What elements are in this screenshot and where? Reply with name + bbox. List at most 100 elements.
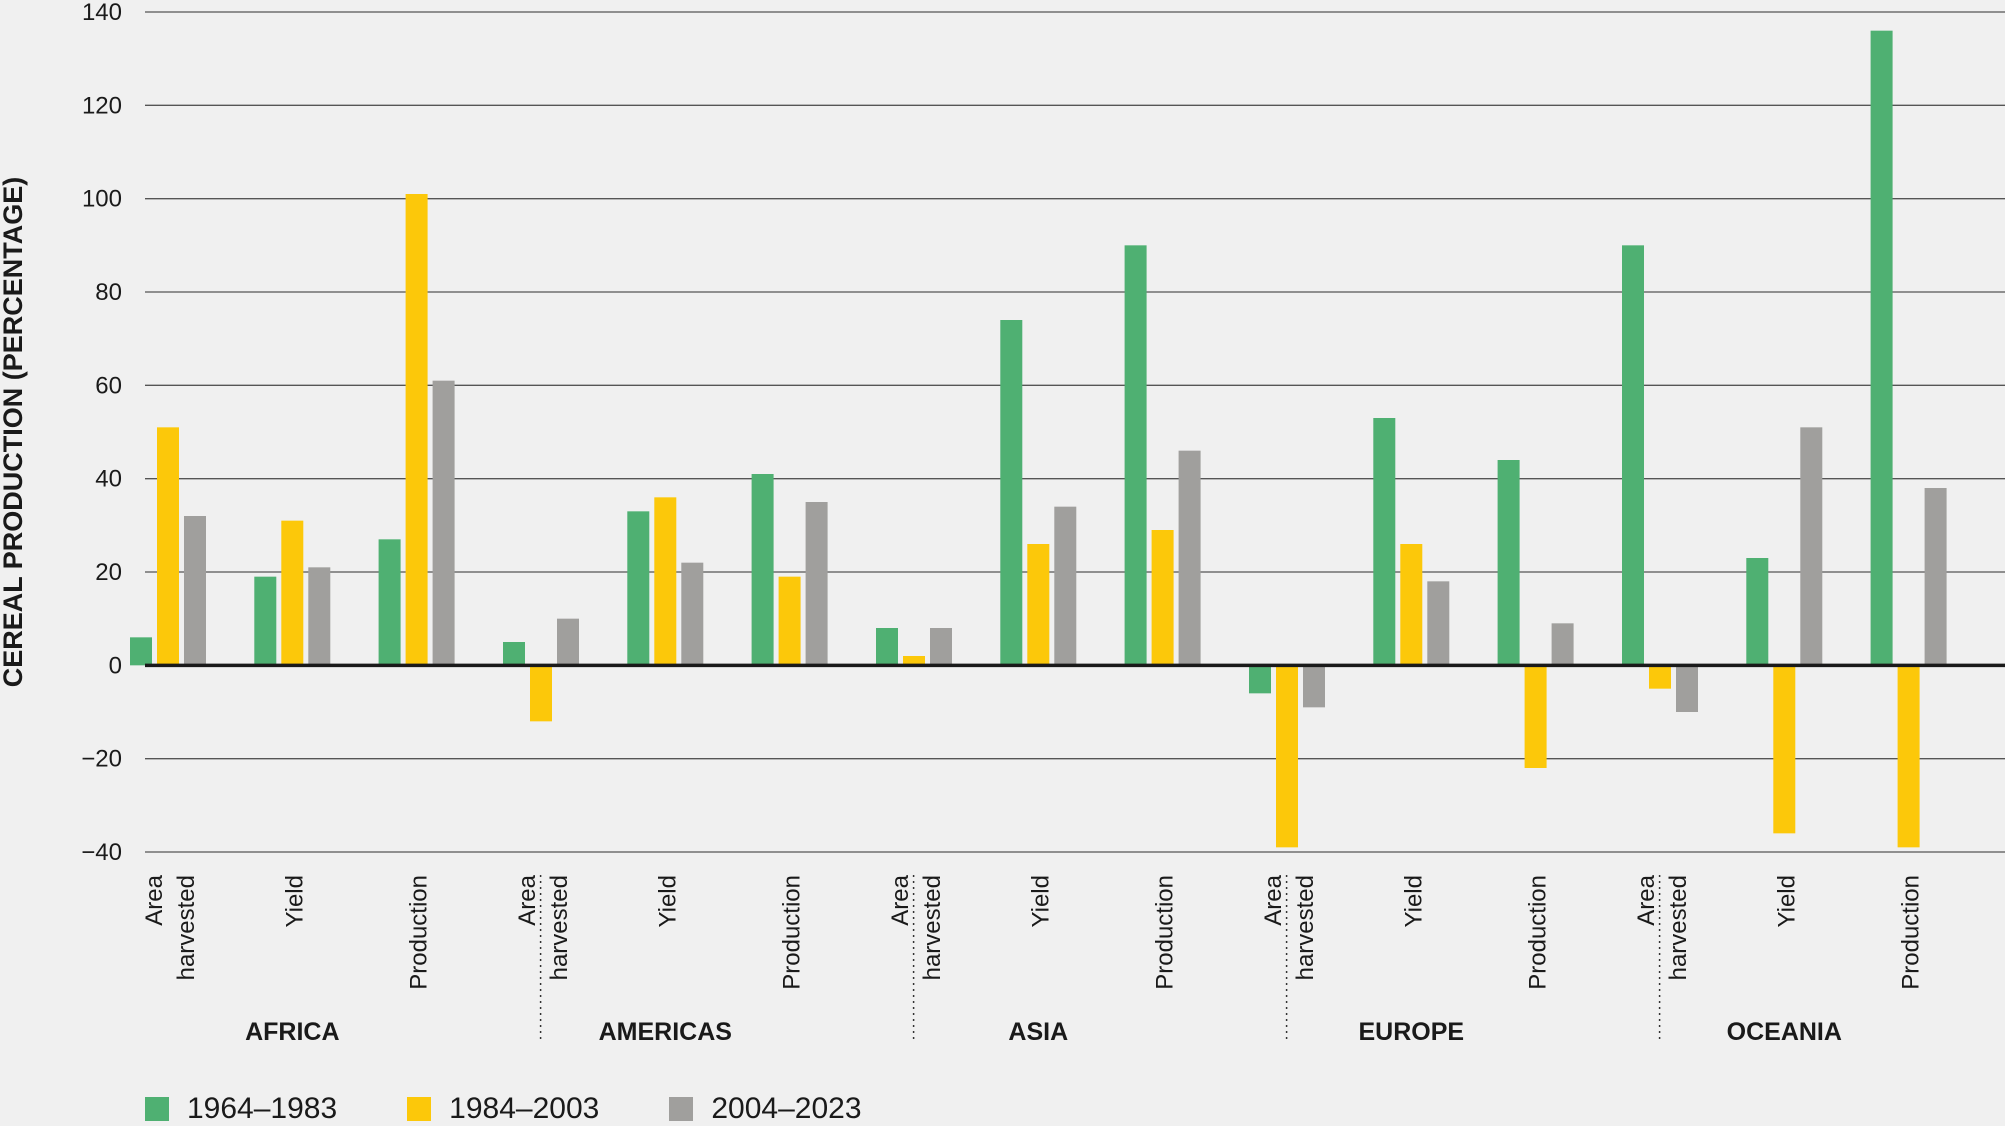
- x-category-label: Area harvested: [141, 874, 200, 980]
- bar-europe-yield-1984-2003: [1400, 544, 1423, 666]
- y-tick-label: 120: [82, 92, 122, 119]
- y-tick-label: 40: [95, 466, 122, 493]
- y-tick-label: −20: [81, 746, 122, 773]
- bar-americas-yield-1984-2003: [654, 497, 677, 666]
- bar-oceania-yield-2004-2023: [1800, 427, 1823, 666]
- category-label-line: Production: [406, 875, 433, 990]
- bar-asia-yield-1964-1983: [1000, 320, 1023, 666]
- category-label-line: harvested: [919, 875, 946, 980]
- legend-swatch-2004-2023: [669, 1097, 694, 1121]
- category-label-line: Yield: [1027, 875, 1054, 927]
- legend-item-1984-2003: 1984–2003: [407, 1092, 599, 1126]
- category-label-line: Production: [779, 875, 806, 990]
- bar-americas-production-1984-2003: [778, 576, 801, 666]
- bar-americas-area-harvested-1984-2003: [530, 665, 552, 722]
- x-category-label: Yield: [1400, 875, 1427, 927]
- y-tick-label: 100: [82, 186, 122, 213]
- bar-asia-area-harvested-1984-2003: [903, 656, 925, 666]
- bar-oceania-yield-1984-2003: [1773, 665, 1796, 834]
- x-category-label: Area harvested: [1260, 874, 1319, 980]
- region-label-africa: AFRICA: [245, 1018, 339, 1046]
- x-category-label: Area harvested: [1633, 874, 1692, 980]
- category-label-line: Area: [1260, 874, 1287, 925]
- legend-label-1964-1983: 1964–1983: [187, 1092, 338, 1125]
- bar-oceania-area-harvested-1964-1983: [1622, 245, 1644, 666]
- x-category-label: Area harvested: [514, 874, 573, 980]
- category-label-line: Yield: [1400, 875, 1427, 927]
- bar-chart: −40 −20 0 20 40 60 80 100 120 140 CEREAL PRODUCTIO…: [0, 0, 2005, 1046]
- bar-americas-yield-1964-1983: [627, 511, 650, 666]
- x-category-label: Production: [1898, 875, 1925, 990]
- category-label-line: Production: [1152, 875, 1179, 990]
- y-tick-label: 140: [82, 0, 122, 26]
- bar-asia-production-1964-1983: [1124, 245, 1147, 666]
- y-tick-label: −40: [81, 839, 122, 866]
- bar-americas-production-2004-2023: [805, 502, 828, 666]
- legend-item-1964-1983: 1964–1983: [145, 1092, 337, 1126]
- bar-africa-production-2004-2023: [432, 380, 455, 666]
- x-category-label: Yield: [1773, 875, 1800, 927]
- y-tick-label: 20: [95, 559, 122, 586]
- bar-europe-production-1984-2003: [1524, 665, 1547, 768]
- x-category-label: Yield: [281, 875, 308, 927]
- category-label-line: Yield: [1773, 875, 1800, 927]
- y-tick-label: 60: [95, 372, 122, 399]
- bar-americas-yield-2004-2023: [681, 562, 704, 666]
- bar-europe-production-2004-2023: [1551, 623, 1574, 666]
- y-axis-title: CEREAL PRODUCTION (PERCENTAGE): [0, 177, 28, 688]
- x-category-label: Yield: [1027, 875, 1054, 927]
- legend-label-1984-2003: 1984–2003: [449, 1092, 600, 1125]
- bar-oceania-production-2004-2023: [1924, 488, 1947, 666]
- region-label-europe: EUROPE: [1359, 1018, 1465, 1046]
- bar-africa-yield-2004-2023: [308, 567, 331, 666]
- bar-africa-production-1964-1983: [378, 539, 401, 666]
- y-tick-label: 80: [95, 279, 122, 306]
- legend-label-2004-2023: 2004–2023: [711, 1092, 862, 1125]
- legend-swatch-1984-2003: [407, 1097, 432, 1121]
- x-category-label: Area harvested: [887, 874, 946, 980]
- region-label-asia: ASIA: [1008, 1018, 1068, 1046]
- category-label-line: harvested: [546, 875, 573, 980]
- bar-americas-area-harvested-2004-2023: [557, 618, 579, 666]
- legend-swatch-1964-1983: [145, 1097, 169, 1121]
- bar-oceania-production-1984-2003: [1897, 665, 1920, 848]
- category-label-line: Production: [1525, 875, 1552, 990]
- bar-asia-production-2004-2023: [1178, 450, 1201, 666]
- bar-europe-area-harvested-2004-2023: [1303, 665, 1325, 708]
- legend: 1964–1983 1984–2003 2004–2023: [145, 1092, 932, 1126]
- bar-africa-yield-1984-2003: [281, 520, 304, 666]
- x-category-label: Production: [1525, 875, 1552, 990]
- bar-africa-area-harvested-1984-2003: [157, 427, 179, 666]
- bar-africa-area-harvested-1964-1983: [130, 637, 152, 666]
- region-label-oceania: OCEANIA: [1727, 1018, 1842, 1046]
- category-label-line: harvested: [173, 875, 200, 980]
- bar-europe-production-1964-1983: [1497, 460, 1520, 666]
- category-label-line: Yield: [654, 875, 681, 927]
- bar-asia-production-1984-2003: [1151, 530, 1174, 666]
- x-category-label: Production: [1152, 875, 1179, 990]
- category-label-line: harvested: [1665, 875, 1692, 980]
- category-label-line: harvested: [1292, 875, 1319, 980]
- category-label-line: Area: [887, 874, 914, 925]
- bar-africa-yield-1964-1983: [254, 576, 277, 666]
- bar-europe-area-harvested-1964-1983: [1249, 665, 1271, 694]
- bar-oceania-area-harvested-1984-2003: [1649, 665, 1671, 689]
- bar-americas-area-harvested-1964-1983: [503, 642, 525, 666]
- category-label-line: Area: [514, 874, 541, 925]
- bar-europe-area-harvested-1984-2003: [1276, 665, 1298, 848]
- region-label-americas: AMERICAS: [599, 1018, 732, 1046]
- category-label-line: Area: [1633, 874, 1660, 925]
- bar-africa-area-harvested-2004-2023: [184, 516, 206, 666]
- category-label-line: Area: [141, 874, 168, 925]
- y-tick-label: 0: [109, 652, 122, 679]
- bar-asia-yield-1984-2003: [1027, 544, 1050, 666]
- x-category-label: Yield: [654, 875, 681, 927]
- bar-asia-yield-2004-2023: [1054, 506, 1077, 666]
- x-category-label: Production: [406, 875, 433, 990]
- category-label-line: Yield: [281, 875, 308, 927]
- bar-asia-area-harvested-2004-2023: [930, 628, 952, 666]
- bar-europe-yield-2004-2023: [1427, 581, 1450, 666]
- bar-oceania-yield-1964-1983: [1746, 558, 1769, 666]
- legend-item-2004-2023: 2004–2023: [669, 1092, 862, 1126]
- x-category-label: Production: [779, 875, 806, 990]
